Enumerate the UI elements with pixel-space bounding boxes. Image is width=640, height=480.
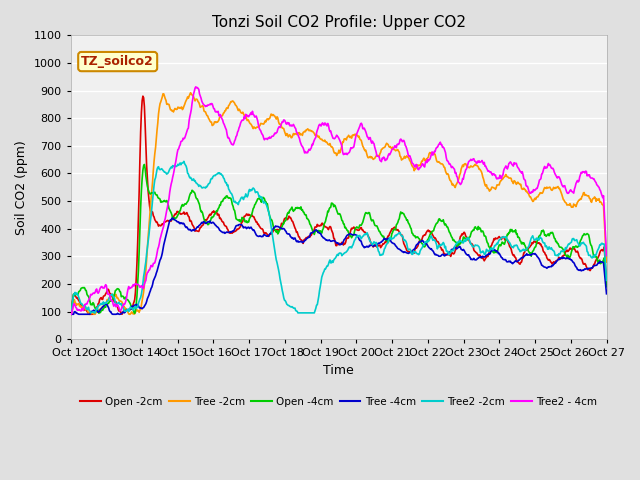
Title: Tonzi Soil CO2 Profile: Upper CO2: Tonzi Soil CO2 Profile: Upper CO2 bbox=[212, 15, 465, 30]
Y-axis label: Soil CO2 (ppm): Soil CO2 (ppm) bbox=[15, 140, 28, 235]
X-axis label: Time: Time bbox=[323, 364, 354, 377]
Text: TZ_soilco2: TZ_soilco2 bbox=[81, 55, 154, 68]
Legend: Open -2cm, Tree -2cm, Open -4cm, Tree -4cm, Tree2 -2cm, Tree2 - 4cm: Open -2cm, Tree -2cm, Open -4cm, Tree -4… bbox=[76, 393, 601, 411]
